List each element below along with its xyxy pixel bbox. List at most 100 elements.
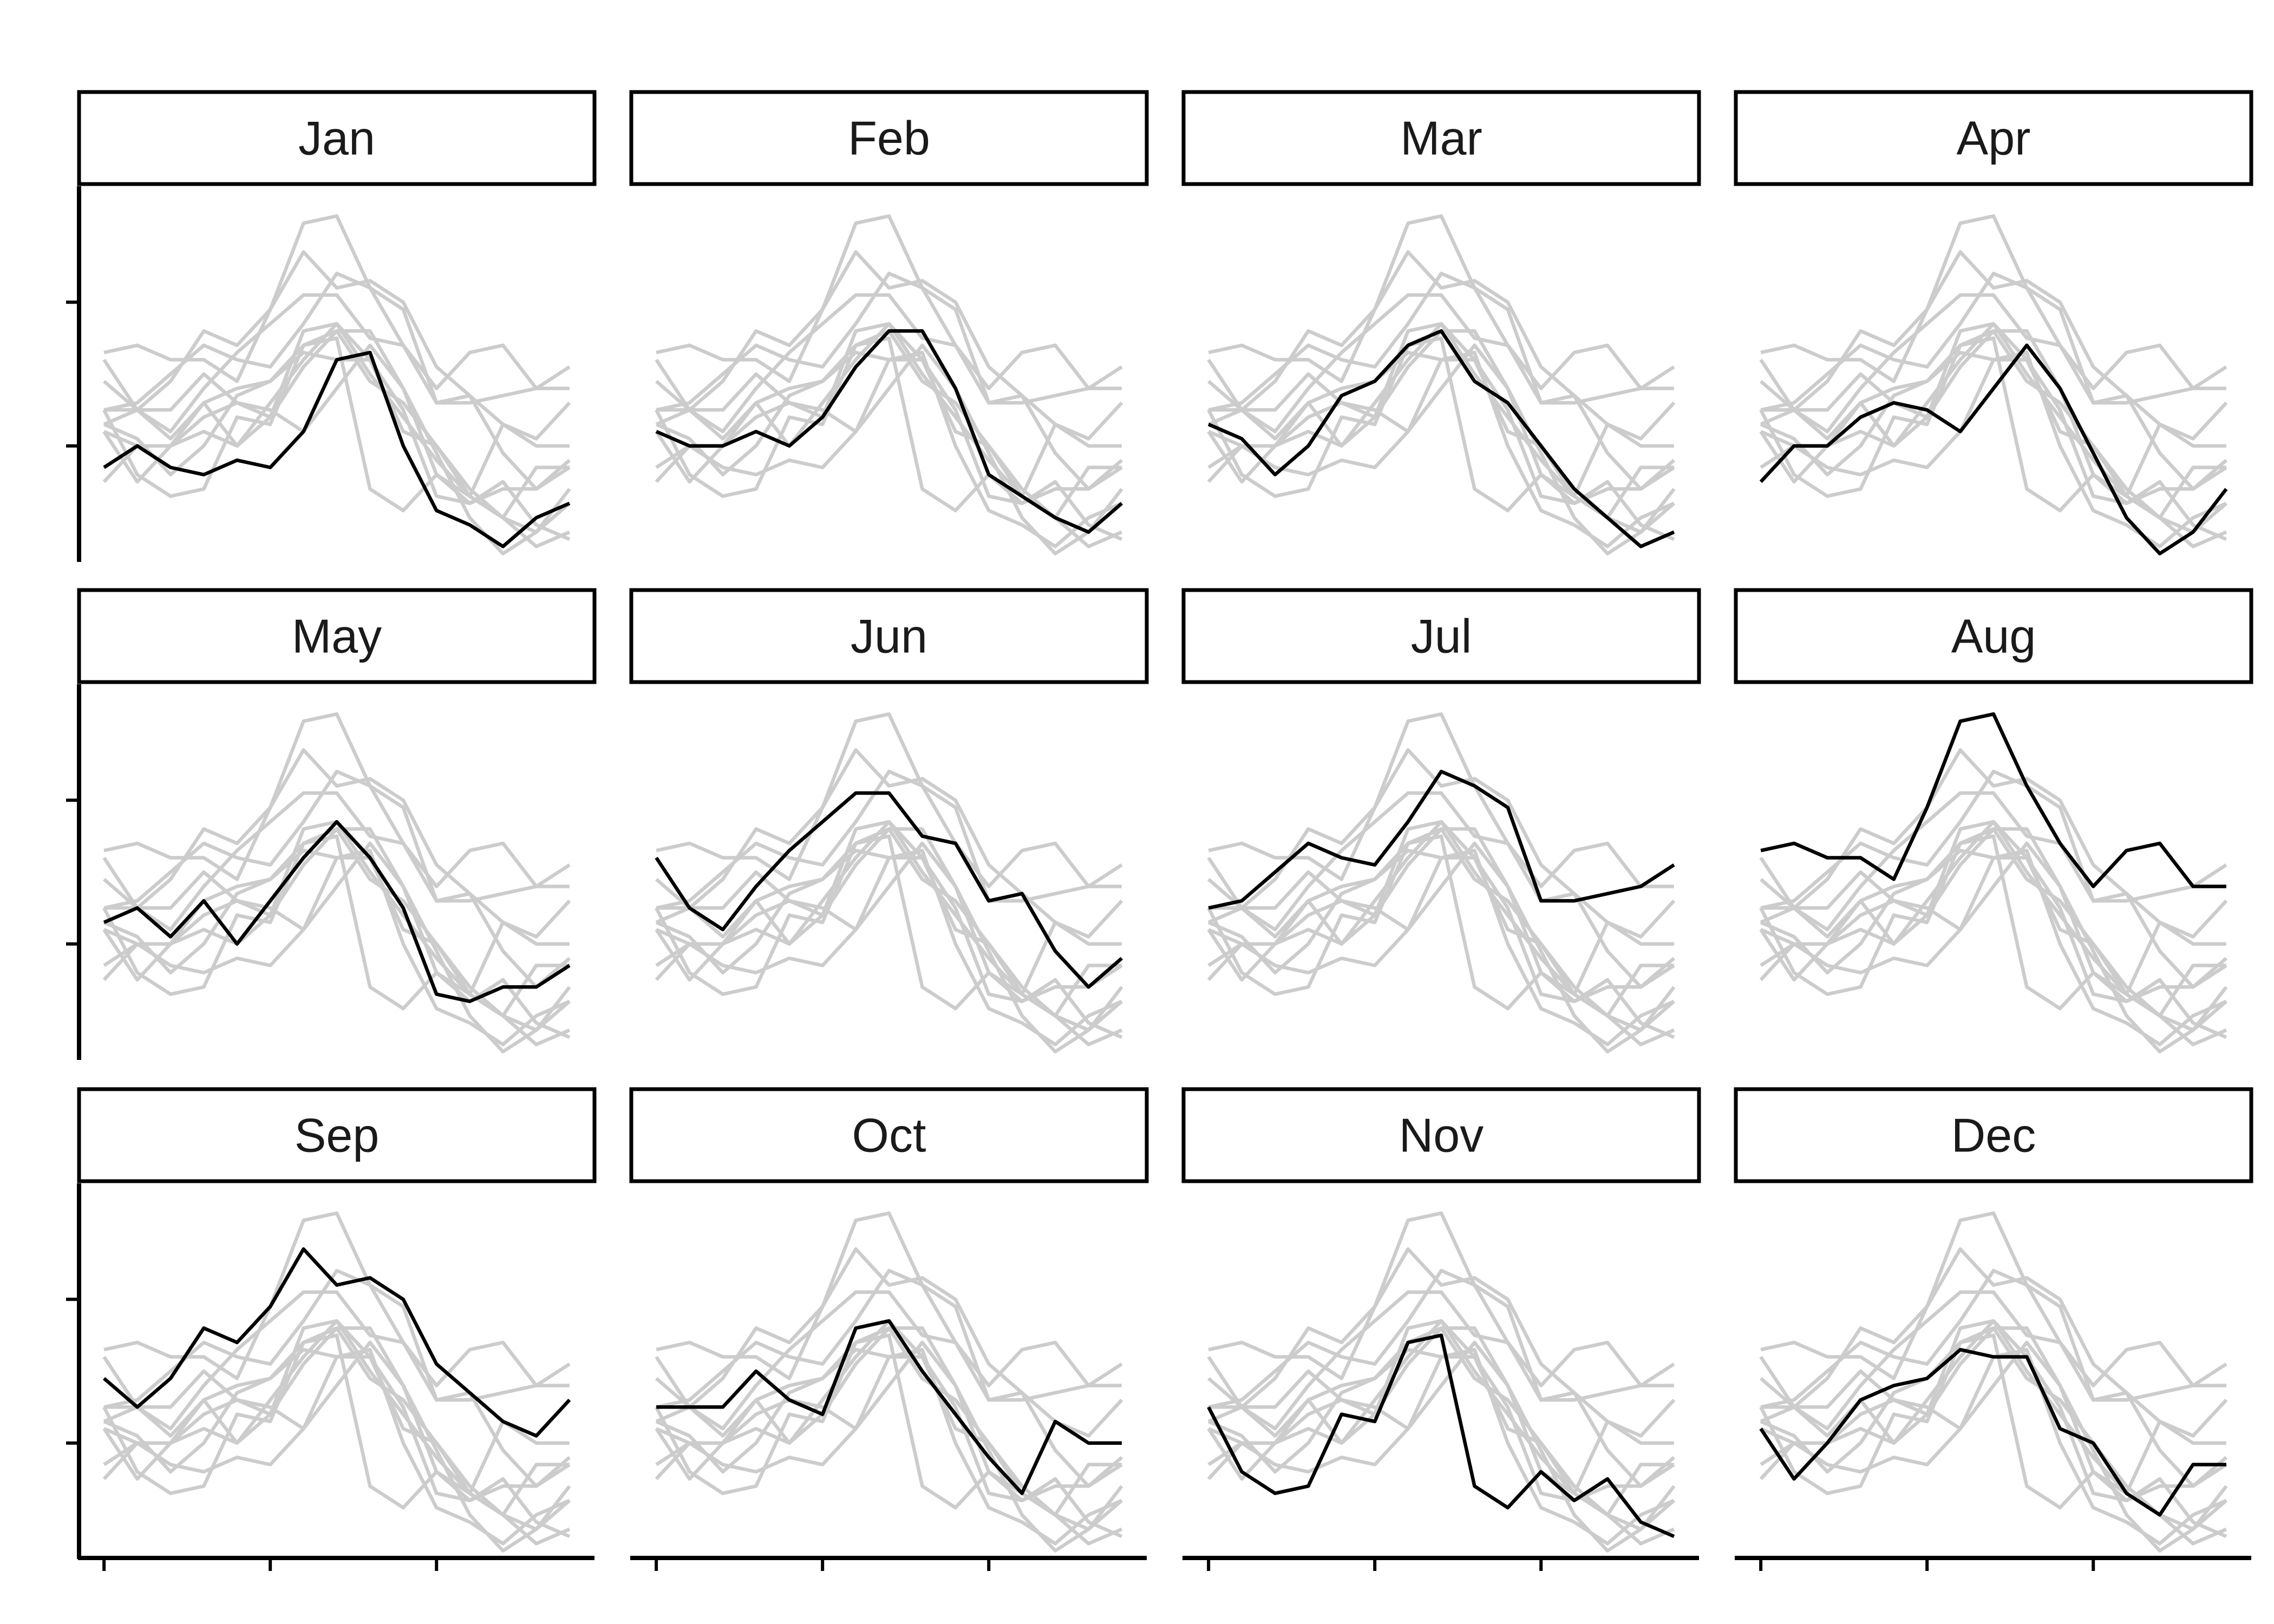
context-series-line bbox=[656, 322, 1122, 498]
context-series-line bbox=[656, 1211, 1122, 1387]
context-series-line bbox=[655, 748, 1123, 939]
facet-lines bbox=[655, 1211, 1123, 1553]
context-series-line bbox=[1207, 1340, 1676, 1553]
facet-lines bbox=[102, 712, 571, 1053]
context-series-line bbox=[1208, 820, 1674, 996]
context-series-line bbox=[1760, 1319, 2227, 1503]
context-series-line bbox=[1759, 834, 2227, 1039]
facet-strip bbox=[629, 90, 1149, 186]
context-series-line bbox=[655, 1326, 1123, 1546]
facet-panel-mar: Mar bbox=[1181, 90, 1701, 555]
facet-strip-label: Sep bbox=[295, 1109, 380, 1162]
context-series-line bbox=[655, 1347, 1122, 1517]
facet-strip bbox=[629, 1087, 1149, 1183]
context-series-line bbox=[1207, 350, 1674, 520]
context-series-line bbox=[1759, 1290, 2228, 1488]
context-series-line bbox=[655, 834, 1123, 1039]
context-series-line bbox=[1207, 250, 1676, 441]
facet-strip bbox=[77, 588, 597, 684]
context-series-line bbox=[103, 1211, 570, 1387]
context-series-line bbox=[1759, 350, 2226, 520]
context-series-line bbox=[1759, 293, 2228, 491]
context-series-line bbox=[655, 322, 1123, 506]
facet-lines bbox=[102, 214, 571, 555]
facet-panel-apr: Apr bbox=[1734, 90, 2253, 555]
context-series-line bbox=[1760, 1211, 2226, 1387]
context-series-line bbox=[655, 1333, 1123, 1538]
facet-strip-label: Dec bbox=[1951, 1109, 2036, 1162]
context-series-line bbox=[102, 791, 571, 989]
facet-panels: Jan Feb Mar Apr May Jun Jul Aug Sep Oct Nov Dec bbox=[66, 90, 2253, 1571]
context-series-line bbox=[102, 748, 571, 939]
facet-panel-jul: Jul bbox=[1181, 588, 1701, 1053]
context-series-line bbox=[1760, 329, 2227, 548]
facet-strip bbox=[1181, 588, 1701, 684]
context-series-line bbox=[1207, 1290, 1676, 1488]
context-series-line bbox=[655, 1247, 1123, 1438]
facet-lines bbox=[1207, 214, 1676, 555]
context-series-line bbox=[656, 820, 1122, 996]
context-series-line bbox=[103, 1319, 571, 1503]
context-series-line bbox=[1760, 827, 2227, 1046]
facet-lines bbox=[1207, 712, 1676, 1053]
context-series-line bbox=[103, 329, 571, 548]
context-series-line bbox=[1207, 293, 1676, 491]
context-series-line bbox=[1207, 841, 1676, 1053]
context-series-line bbox=[655, 293, 1123, 491]
context-series-line bbox=[1759, 841, 2228, 1053]
context-series-line bbox=[1760, 820, 2227, 1004]
context-series-line bbox=[1761, 322, 2226, 498]
context-series-line bbox=[1759, 336, 2227, 541]
highlight-series-line bbox=[1760, 712, 2226, 888]
context-series-line bbox=[1208, 1211, 1674, 1387]
context-series-line bbox=[1759, 1333, 2227, 1538]
context-series-line bbox=[1207, 1326, 1675, 1546]
highlight-series-line bbox=[103, 350, 571, 548]
context-series-line bbox=[102, 841, 571, 1053]
context-series-line bbox=[1207, 820, 1675, 1004]
context-series-line bbox=[1760, 1326, 2227, 1546]
context-series-line bbox=[102, 1347, 570, 1517]
context-series-line bbox=[102, 1340, 571, 1553]
context-series-line bbox=[102, 848, 570, 1018]
facet-strip-label: Oct bbox=[852, 1109, 926, 1162]
context-series-line bbox=[103, 827, 571, 1046]
facet-strip-label: Mar bbox=[1400, 112, 1482, 165]
facet-lines bbox=[1207, 1211, 1676, 1553]
context-series-line bbox=[103, 322, 571, 506]
highlight-series-line bbox=[103, 820, 571, 1004]
facet-lines bbox=[1759, 712, 2228, 1053]
context-series-line bbox=[1759, 1247, 2228, 1438]
context-series-line bbox=[1208, 322, 1674, 498]
context-series-line bbox=[655, 336, 1123, 541]
facet-strip bbox=[1734, 588, 2253, 684]
context-series-line bbox=[1208, 712, 1674, 888]
context-series-line bbox=[655, 820, 1123, 1004]
facet-panel-aug: Aug bbox=[1734, 588, 2253, 1053]
context-series-line bbox=[102, 293, 571, 491]
context-series-line bbox=[1759, 1340, 2228, 1553]
highlight-series-line bbox=[1208, 769, 1675, 910]
facet-lines bbox=[655, 712, 1123, 1053]
context-series-line bbox=[1760, 322, 2227, 506]
facet-panel-oct: Oct bbox=[629, 1087, 1149, 1571]
highlight-series-line bbox=[1759, 1347, 2226, 1517]
facet-lines bbox=[1759, 214, 2228, 555]
context-series-line bbox=[1207, 336, 1675, 541]
facet-panel-jan: Jan bbox=[66, 90, 597, 562]
facet-strip bbox=[629, 588, 1149, 684]
context-series-line bbox=[1207, 322, 1675, 506]
context-series-line bbox=[104, 322, 570, 498]
facet-panel-jun: Jun bbox=[629, 588, 1149, 1053]
highlight-series-line bbox=[102, 1247, 571, 1438]
context-series-line bbox=[656, 214, 1122, 390]
context-series-line bbox=[1207, 848, 1674, 1018]
context-series-line bbox=[655, 841, 1123, 1053]
context-series-line bbox=[1207, 791, 1676, 989]
context-series-line bbox=[1759, 748, 2228, 939]
facet-strip-label: Apr bbox=[1957, 112, 2031, 165]
context-series-line bbox=[103, 1326, 571, 1546]
facet-lines bbox=[655, 214, 1123, 555]
context-series-line bbox=[103, 214, 570, 390]
